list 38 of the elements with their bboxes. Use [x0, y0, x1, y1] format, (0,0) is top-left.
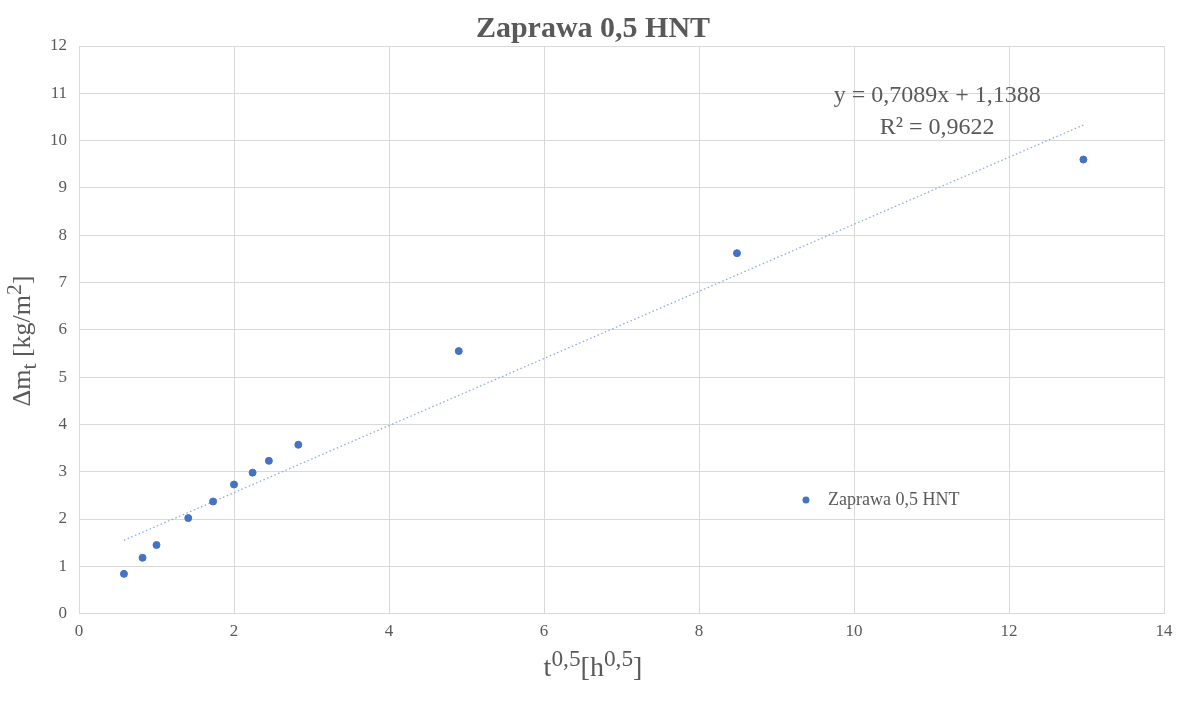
y-tick-label: 10 — [50, 130, 67, 150]
annotation: y = 0,7089x + 1,1388 — [833, 81, 1041, 108]
point — [294, 440, 303, 449]
x-axis-title: t$^{0,5}$[h$^{0,5}$] — [542, 645, 644, 684]
point — [454, 347, 463, 356]
legend-label: Zaprawa 0,5 HNT — [827, 488, 960, 509]
point — [230, 480, 238, 489]
y-tick-label: 7 — [58, 271, 68, 291]
y-tick-label: 4 — [58, 413, 68, 433]
x-tick-label: 0 — [74, 621, 84, 641]
x-tick-label: 10 — [845, 621, 863, 641]
point — [264, 456, 273, 465]
x-tick-label: 4 — [384, 621, 394, 641]
point — [184, 514, 193, 523]
annotation: R² = 0,9622 — [879, 113, 995, 140]
y-tick-label: 9 — [58, 177, 67, 197]
x-tick-label: 2 — [229, 621, 239, 641]
y-tick-label: 0 — [58, 603, 67, 623]
point — [248, 468, 257, 477]
x-tick-label: 8 — [694, 621, 704, 641]
x-tick-label: 14 — [1155, 621, 1173, 641]
x-tick-label: 6 — [539, 621, 549, 641]
point — [138, 553, 147, 562]
y-tick-label: 2 — [58, 508, 67, 528]
y-tick-label: 6 — [58, 319, 67, 339]
y-tick-label: 1 — [58, 555, 67, 575]
point — [152, 541, 161, 550]
point — [119, 569, 128, 578]
chart-title: Zaprawa 0,5 HNT — [475, 10, 711, 43]
y-tick-label: 12 — [50, 35, 67, 55]
point — [732, 249, 741, 258]
x-tick-label: 12 — [1000, 621, 1018, 641]
y-tick-label: 3 — [58, 461, 67, 481]
y-tick-label: 11 — [50, 82, 67, 102]
y-tick-label: 5 — [58, 366, 67, 386]
point — [1079, 155, 1088, 164]
point — [209, 497, 218, 506]
y-tick-label: 8 — [58, 224, 67, 244]
